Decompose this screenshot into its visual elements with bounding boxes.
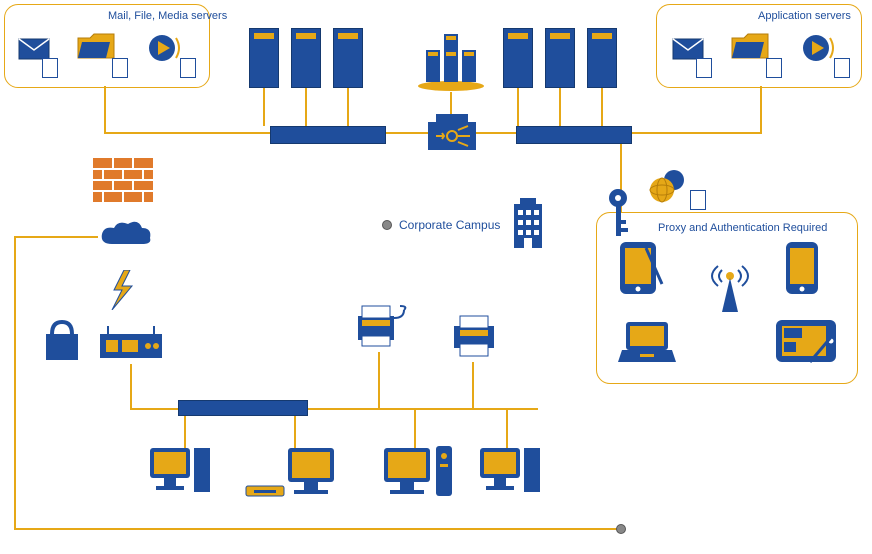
conn: [347, 86, 349, 126]
server-icon: [503, 28, 533, 88]
server-icon: [587, 28, 617, 88]
conn: [517, 86, 519, 126]
conn: [630, 132, 762, 134]
laptop-icon: [616, 320, 678, 366]
modem-icon: [100, 326, 162, 360]
building-icon: [508, 198, 548, 250]
tablet-stylus-icon: [616, 240, 666, 298]
mail-host-box: [42, 58, 58, 78]
conn: [384, 132, 428, 134]
tablet-landscape-icon: [774, 318, 838, 364]
folder-host-box: [112, 58, 128, 78]
switch-right: [516, 126, 632, 144]
conn: [14, 236, 16, 530]
media-play-icon: [148, 30, 184, 66]
workstation-tower-icon: [380, 442, 456, 504]
proxy-auth-label: Proxy and Authentication Required: [658, 222, 827, 234]
conn: [601, 86, 603, 126]
printer-icon: [448, 312, 500, 358]
conn-mail-down: [104, 86, 106, 134]
conn: [130, 408, 178, 410]
corporate-campus-label: Corporate Campus: [399, 218, 500, 232]
campus-node-dot: [382, 220, 392, 230]
conn: [14, 236, 98, 238]
conn: [305, 86, 307, 126]
conn: [559, 86, 561, 126]
mail-icon: [18, 38, 50, 60]
server-icon: [249, 28, 279, 88]
globe-icon: [648, 168, 688, 204]
conn: [130, 364, 132, 410]
conn: [378, 352, 380, 410]
mail-host-box: [696, 58, 712, 78]
fax-icon: [348, 302, 408, 350]
campus-switch: [178, 400, 308, 416]
conn: [263, 86, 265, 126]
wifi-antenna-icon: [708, 258, 752, 314]
firewall-icon: [93, 158, 153, 202]
conn: [760, 86, 762, 134]
lightning-icon: [110, 270, 134, 310]
conn-mail-right: [104, 132, 270, 134]
conn: [472, 362, 474, 410]
server-icon: [545, 28, 575, 88]
switch-left: [270, 126, 386, 144]
conn: [14, 528, 620, 530]
media-play-icon: [802, 30, 838, 66]
workstation-keyboard-icon: [244, 442, 340, 504]
mail-icon: [672, 38, 704, 60]
globe-host-box: [690, 190, 706, 210]
folder-icon: [730, 30, 770, 62]
folder-host-box: [766, 58, 782, 78]
key-icon: [606, 188, 636, 240]
workstation-icon: [146, 442, 216, 500]
cloud-icon: [98, 218, 154, 250]
conn: [450, 92, 452, 114]
mail-file-media-label: Mail, File, Media servers: [108, 10, 227, 22]
conn: [476, 132, 516, 134]
server-farm-icon: [416, 28, 486, 92]
server-icon: [333, 28, 363, 88]
lock-icon: [42, 318, 82, 362]
router-icon: [428, 114, 476, 154]
smartphone-icon: [782, 240, 822, 298]
server-icon: [291, 28, 321, 88]
workstation-icon: [476, 442, 546, 500]
media-host-box: [834, 58, 850, 78]
folder-icon: [76, 30, 116, 62]
boundary-node-dot: [616, 524, 626, 534]
media-host-box: [180, 58, 196, 78]
app-servers-label: Application servers: [758, 10, 851, 22]
